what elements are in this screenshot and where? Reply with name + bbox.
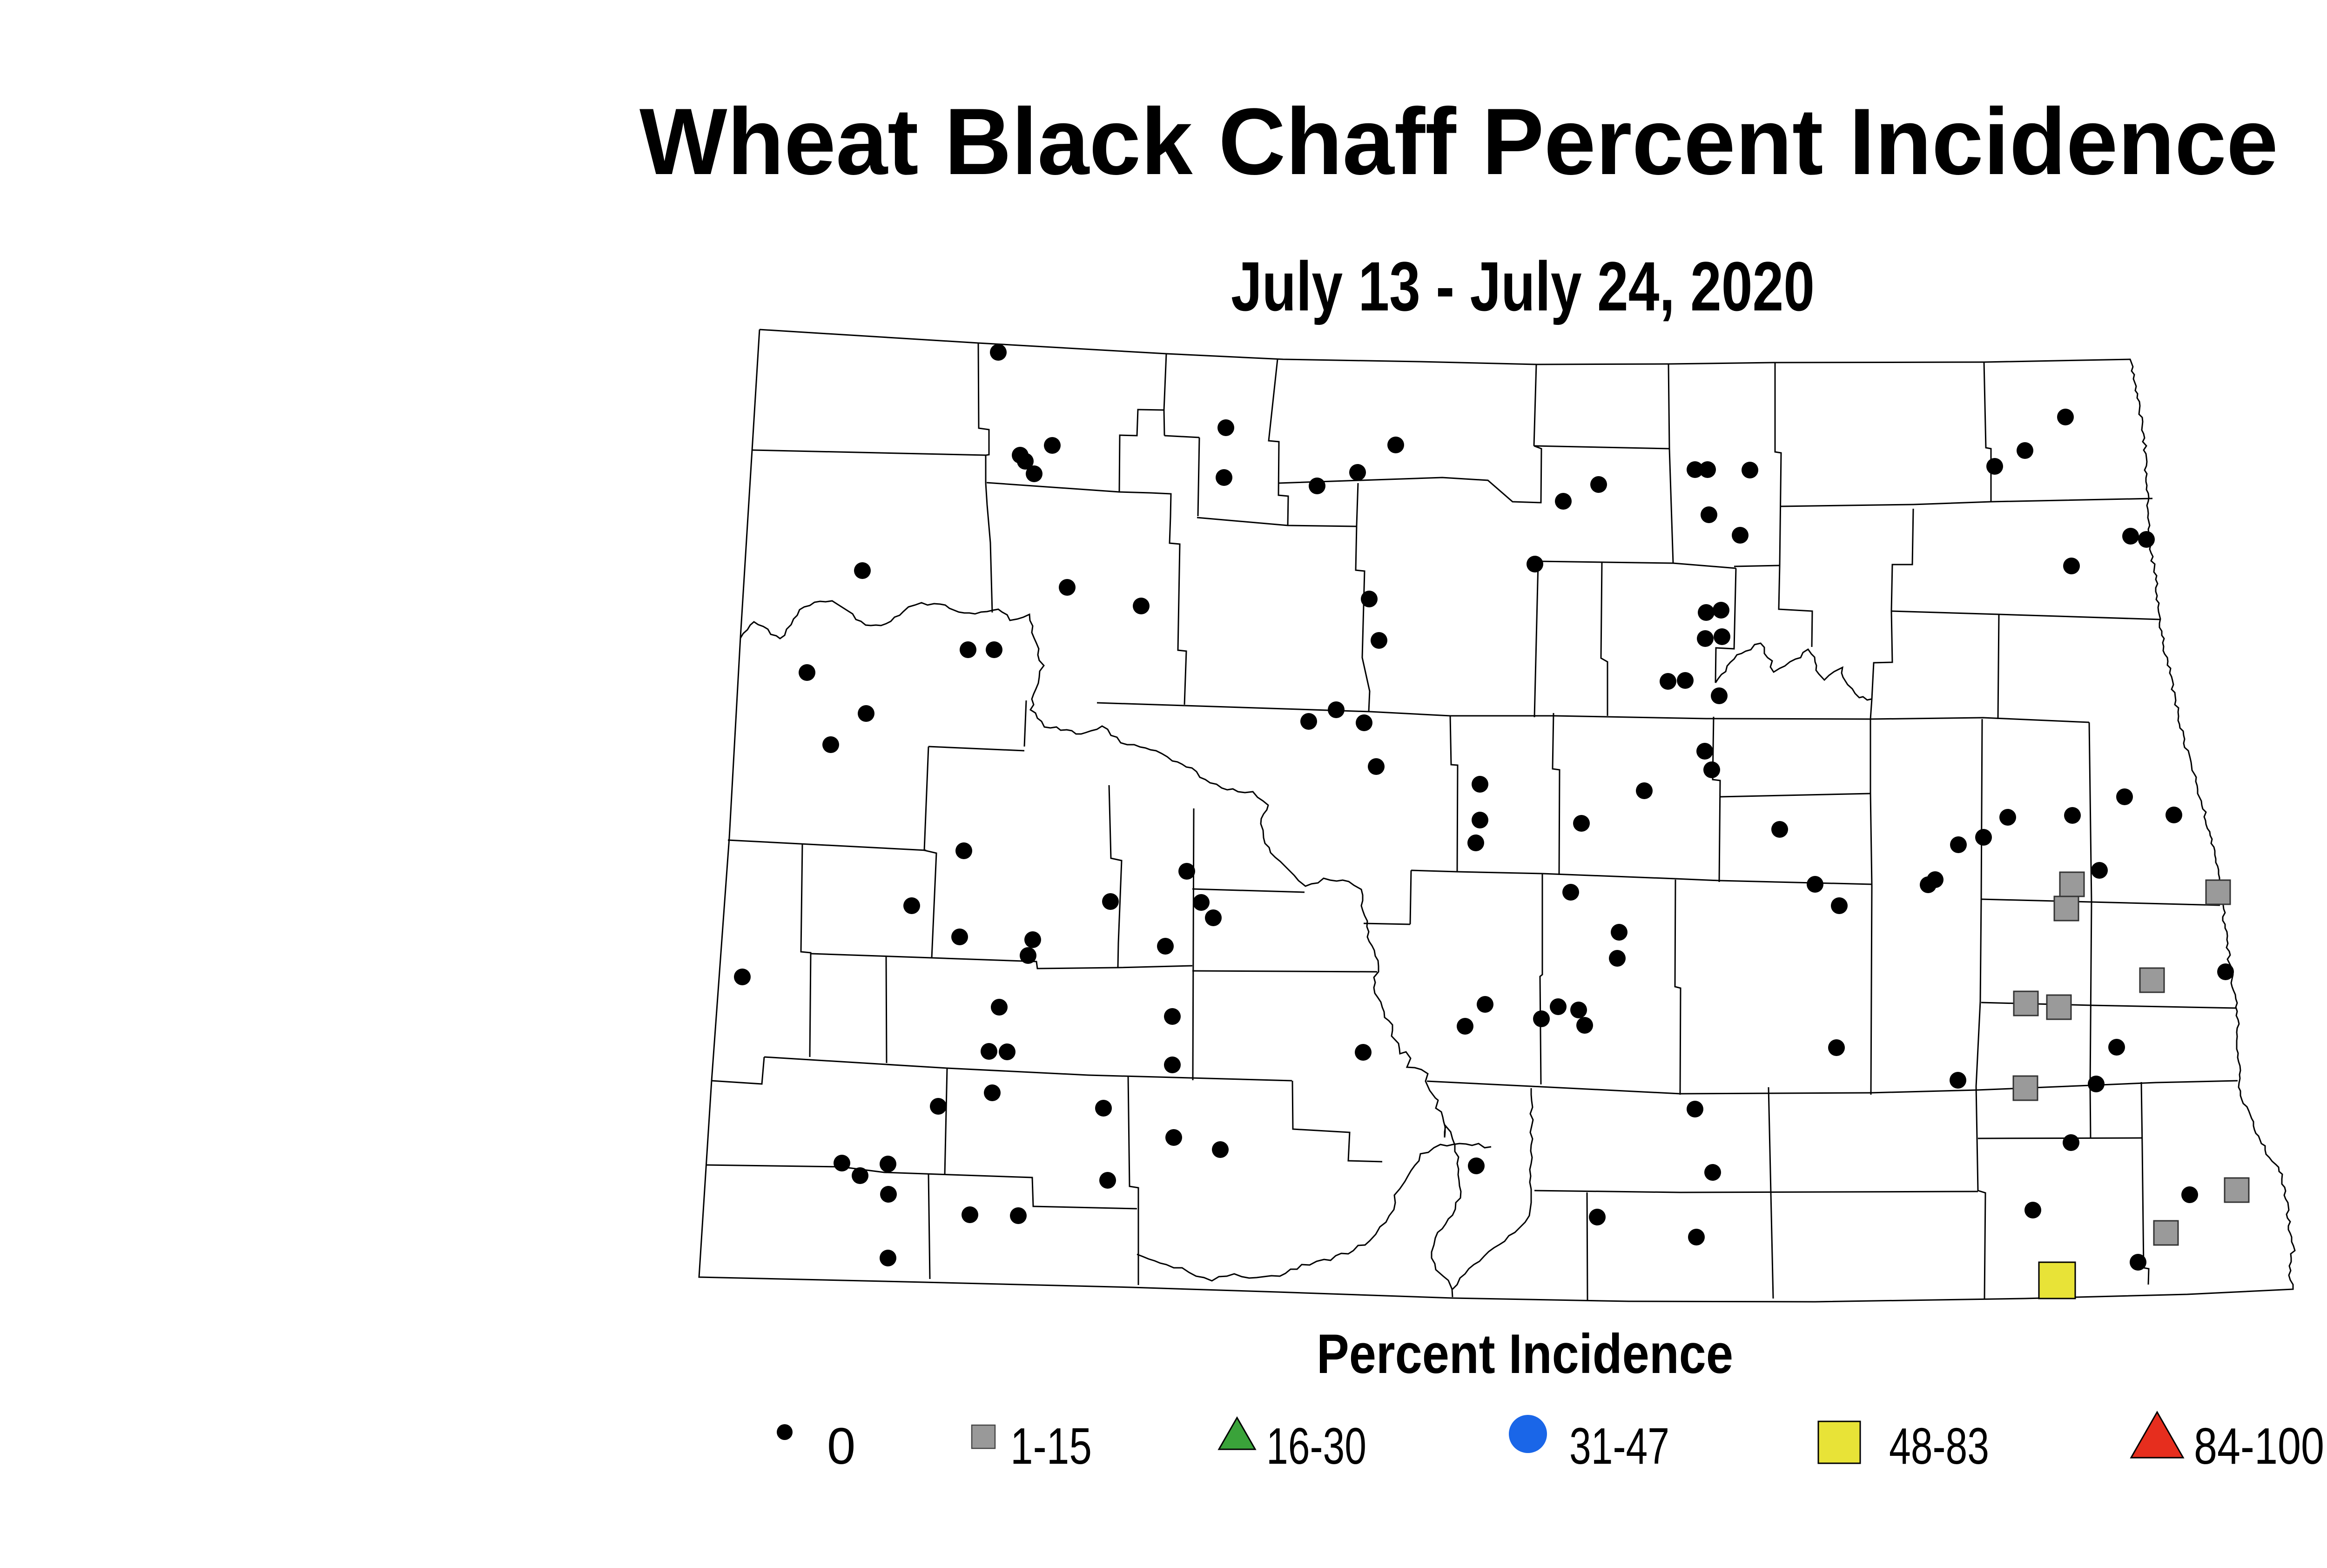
svg-text:July 13 - July 24, 2020: July 13 - July 24, 2020 xyxy=(1231,247,1815,325)
svg-text:31-47: 31-47 xyxy=(1569,1418,1669,1475)
svg-text:0: 0 xyxy=(827,1418,855,1475)
svg-text:16-30: 16-30 xyxy=(1266,1418,1366,1475)
svg-text:84-100: 84-100 xyxy=(2194,1418,2324,1475)
svg-text:Percent Incidence: Percent Incidence xyxy=(1317,1323,1733,1385)
svg-text:Wheat Black Chaff Percent Inci: Wheat Black Chaff Percent Incidence xyxy=(639,89,2278,195)
svg-text:1-15: 1-15 xyxy=(1010,1418,1092,1475)
svg-text:48-83: 48-83 xyxy=(1889,1418,1989,1475)
